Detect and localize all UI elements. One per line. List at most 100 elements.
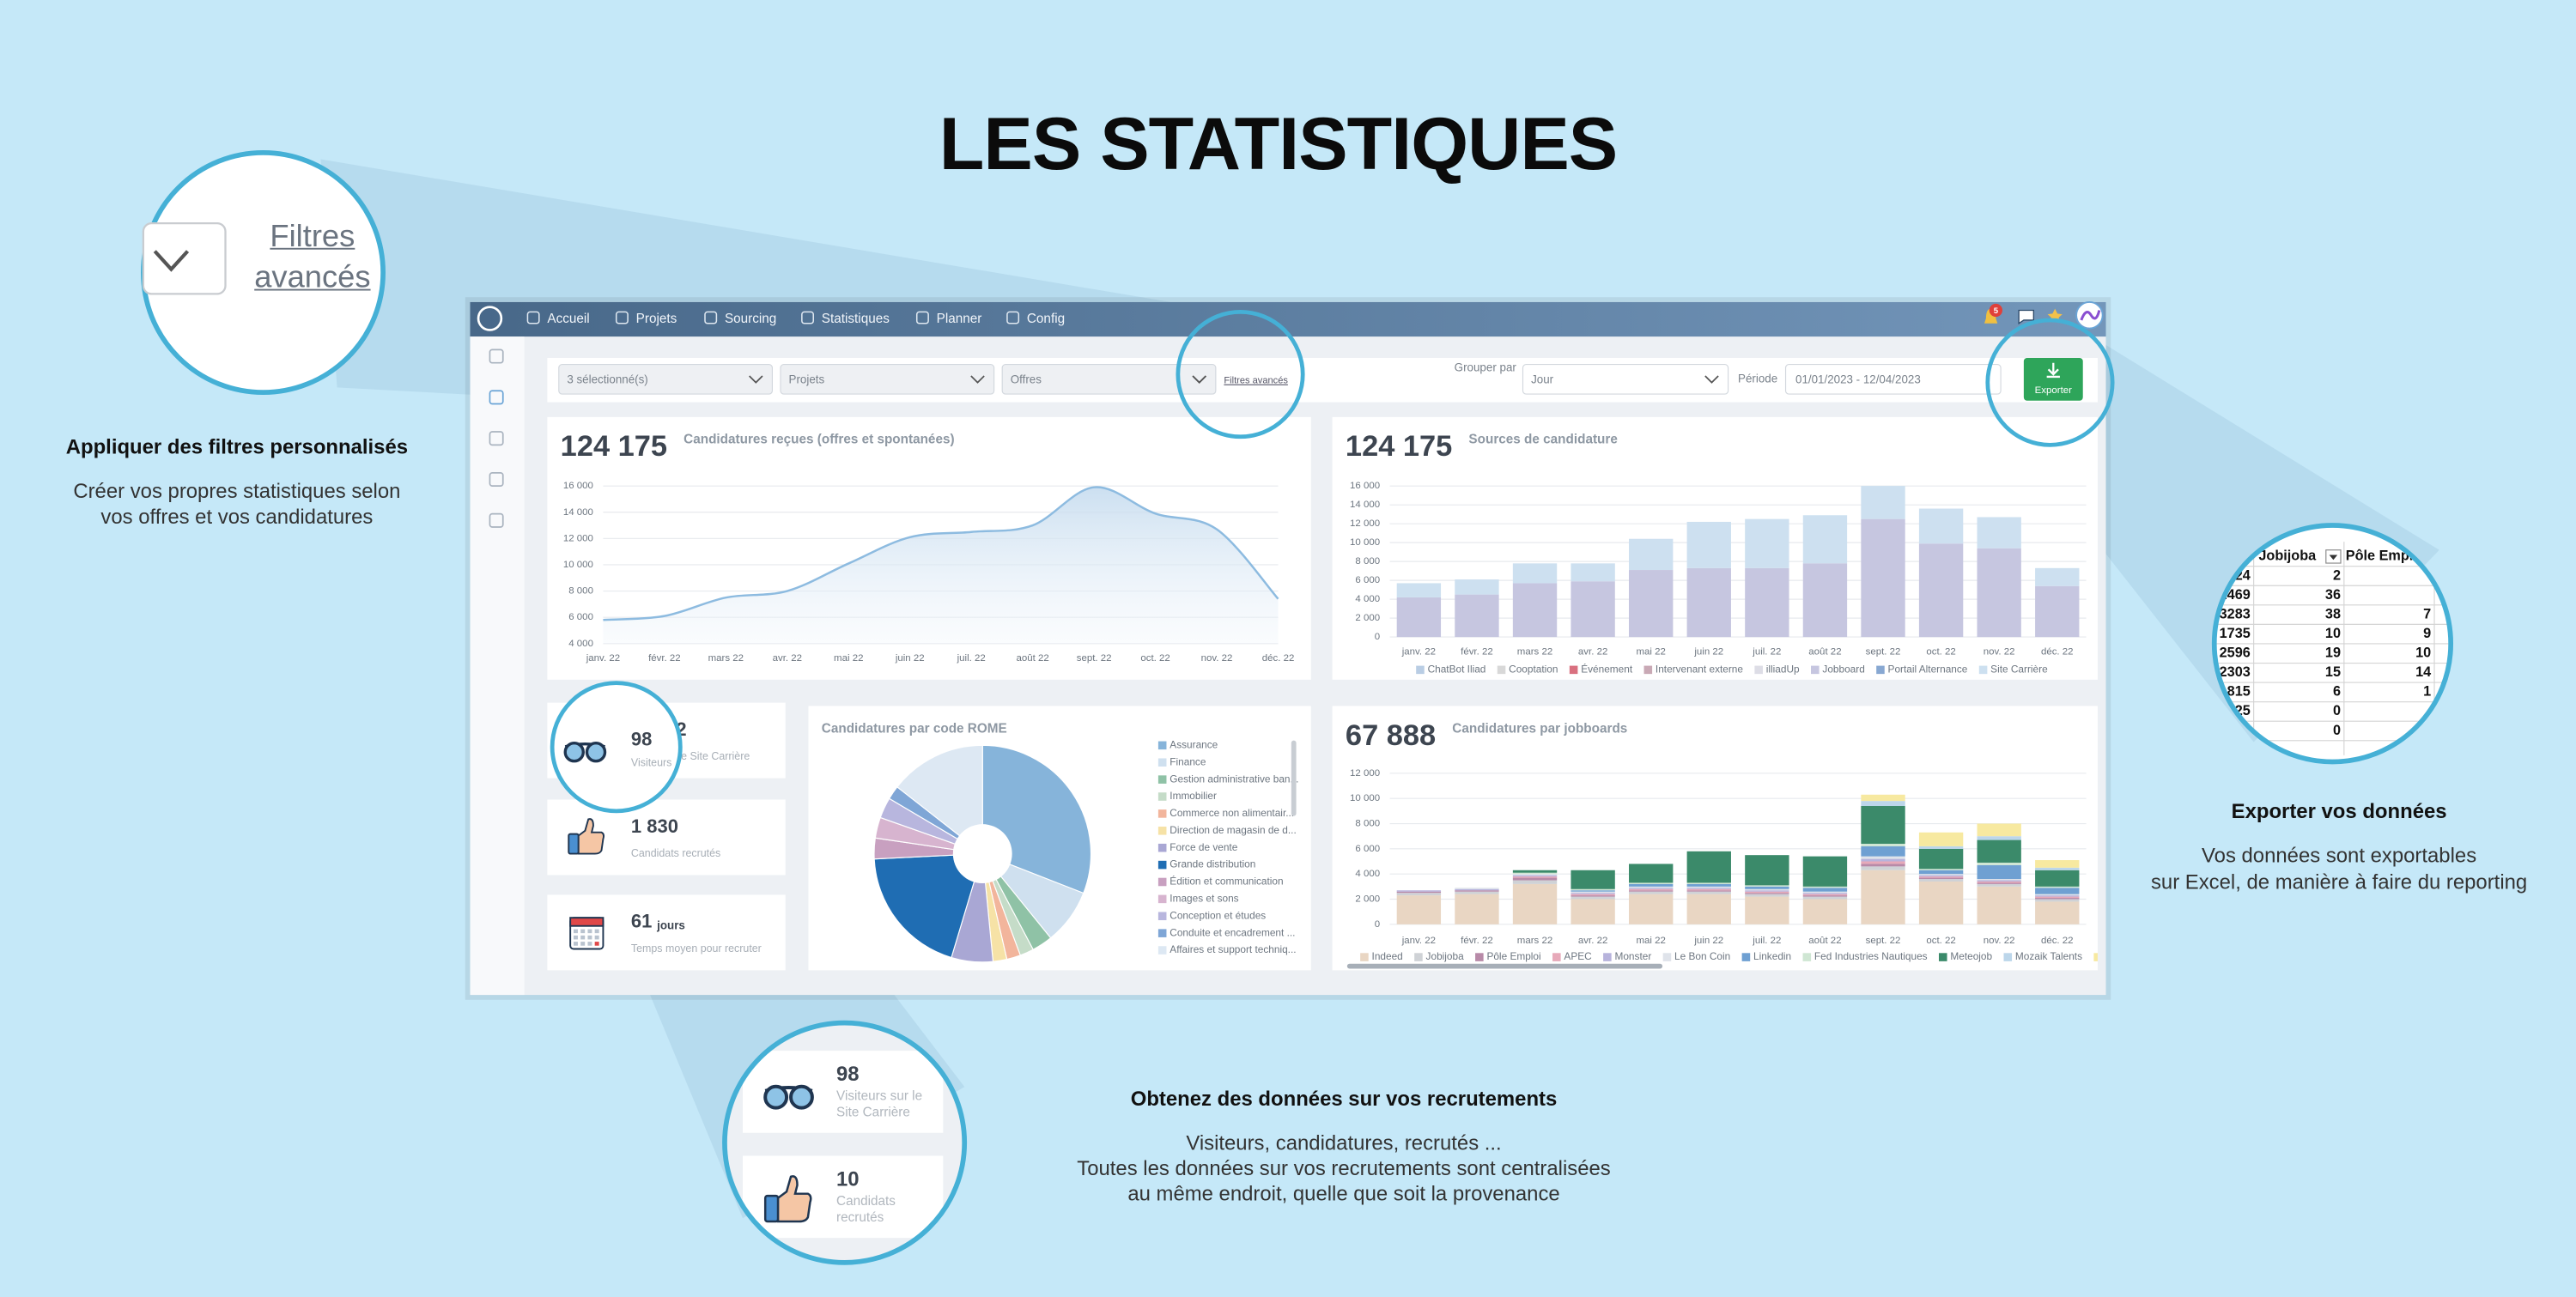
bar-segment: [1396, 583, 1442, 597]
bar-segment: [1629, 888, 1674, 891]
chart-title: Candidatures par code ROME: [822, 721, 1007, 736]
bar-segment: [1745, 518, 1789, 568]
chart-total: 67 888: [1346, 719, 1436, 752]
legend-label: Gestion administrative ban...: [1170, 773, 1298, 785]
table-cell: 2303: [2220, 664, 2251, 680]
nav-item[interactable]: Statistiques: [822, 312, 890, 326]
legend-label: Grande distribution: [1170, 858, 1255, 870]
bar-segment: [2035, 895, 2080, 897]
bar-segment: [1861, 843, 1905, 846]
bar-segment: [1802, 894, 1848, 896]
zoom-ring: [1176, 310, 1305, 439]
filter-select[interactable]: [1001, 364, 1217, 395]
filter-select[interactable]: [780, 364, 995, 395]
export-button[interactable]: [2023, 357, 2083, 401]
bar-segment: [1629, 894, 1674, 924]
legend-label: Finance: [1170, 755, 1206, 767]
legend-label: Affaires et support techniq...: [1170, 943, 1296, 955]
bar-segment: [1571, 891, 1615, 894]
x-tick-label: mars 22: [1517, 936, 1552, 946]
sidebar: [470, 336, 525, 996]
table-cell: 6: [2333, 684, 2341, 700]
icon-part: [580, 942, 586, 946]
legend-label: Pôle Emploi: [1486, 950, 1540, 962]
nav-item[interactable]: Projets: [636, 312, 677, 326]
bar-segment: [1455, 894, 1499, 924]
table-cell: 9: [2423, 626, 2431, 641]
legend-swatch: [1360, 953, 1369, 961]
nav-item[interactable]: Accueil: [547, 312, 589, 326]
chart-panel: [1332, 706, 2098, 971]
legend-swatch: [1802, 953, 1812, 961]
legend-label: Mozaik Talents: [2015, 950, 2082, 962]
bar-segment: [1571, 890, 1615, 892]
filter-select[interactable]: [558, 364, 773, 395]
y-tick-label: 16 000: [563, 481, 593, 491]
chart: Candidatures par code ROME Assurance Finan…: [808, 706, 1311, 971]
period-input[interactable]: [1784, 364, 2002, 395]
icon-part: [594, 929, 599, 934]
bar-segment: [1918, 848, 1964, 870]
user-avatar[interactable]: [2075, 300, 2104, 330]
legend-label: Intervenant externe: [1656, 663, 1743, 675]
bar-segment: [1918, 874, 1964, 876]
group-by-select[interactable]: [1522, 364, 1729, 395]
advanced-filters-link[interactable]: Filtres avancés: [1224, 376, 1288, 386]
icon-part: [568, 833, 580, 855]
x-tick-label: août 22: [1808, 646, 1841, 657]
legend-label: Assurance: [1170, 738, 1218, 750]
icon-part: [569, 917, 605, 927]
legend-swatch: [2003, 953, 2013, 961]
notification-badge: [1989, 303, 2003, 318]
legend-label: Linkedin: [1753, 950, 1791, 962]
nav-item[interactable]: Planner: [937, 312, 982, 326]
stat-value: 61: [631, 911, 652, 932]
y-tick-label: 8 000: [1355, 819, 1380, 829]
zoom-card-label: Visiteurs: [631, 757, 671, 769]
icon-part: [573, 935, 578, 940]
legend-swatch: [1754, 665, 1763, 675]
table-cell: 38: [2325, 606, 2341, 621]
callout-heading: Exporter vos données: [2232, 800, 2447, 823]
zoom-filters-link-box: Filtres avancés: [254, 220, 370, 295]
nav-icon: [526, 311, 540, 324]
bar-segment: [1512, 583, 1558, 638]
zoom-card-label-box: Candidats recrutés: [836, 1194, 896, 1225]
legend-swatch: [1643, 665, 1653, 675]
icon-part: [573, 929, 578, 934]
nav-item[interactable]: Sourcing: [725, 312, 776, 326]
nav-item[interactable]: Config: [1027, 312, 1065, 326]
bar-segment: [1861, 794, 1905, 802]
app-logo: [477, 306, 503, 331]
bar-segment: [1571, 893, 1615, 894]
x-tick-label: mai 22: [834, 653, 863, 664]
legend-swatch: [1157, 929, 1167, 937]
icon-part: [594, 942, 599, 946]
bar-segment: [1745, 894, 1789, 897]
export-button-text: Exporter: [2035, 385, 2073, 396]
bar-segment: [1571, 896, 1615, 900]
x-tick-label: mai 22: [1636, 936, 1665, 946]
y-tick-label: 0: [1375, 919, 1380, 930]
x-tick-label: août 22: [1808, 936, 1841, 946]
bar-segment: [1629, 882, 1674, 884]
bar-segment: [1861, 518, 1905, 638]
icon-part: [594, 935, 599, 940]
zoom-card-label: Visiteurs sur le Site Carrière: [836, 1088, 923, 1120]
y-tick-label: 14 000: [1350, 500, 1380, 510]
x-tick-label: avr. 22: [1578, 936, 1607, 946]
bar-segment: [1512, 883, 1558, 924]
dashboard: Accueil Projets Sourcing Statistiques Planne…: [465, 297, 2111, 1000]
zoom-card-value: 98: [631, 728, 652, 749]
line: [603, 486, 1279, 621]
legend-label: illiadUp: [1766, 663, 1800, 675]
legend-label: Indeed: [1372, 950, 1403, 962]
sidebar-icon: [489, 471, 504, 488]
x-tick-label: févr. 22: [1461, 936, 1493, 946]
bar-segment: [1802, 893, 1848, 894]
chevron: [749, 375, 763, 384]
bar-segment: [1512, 870, 1558, 873]
table-header: Pôle Emplo: [2346, 548, 2422, 564]
legend: Indeed Jobijoba Pôle Emploi APEC Monster Le B…: [1360, 950, 2098, 962]
bar-segment: [1802, 891, 1848, 894]
